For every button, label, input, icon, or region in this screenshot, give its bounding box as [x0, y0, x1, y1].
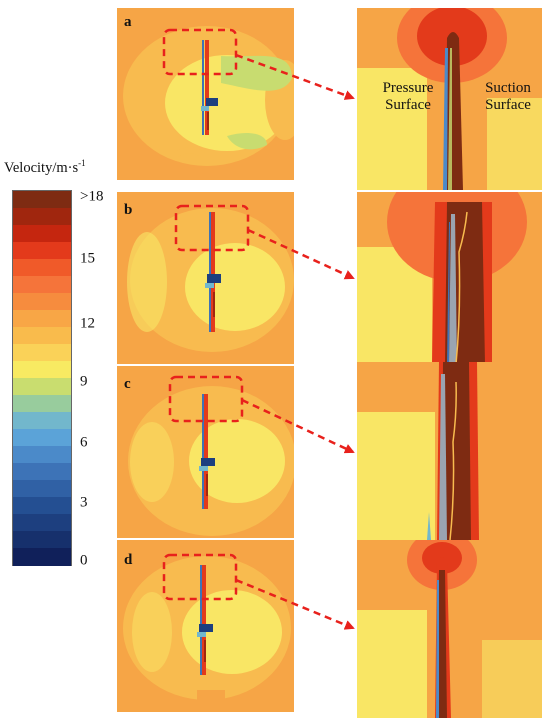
flowfield-panel-d: d	[117, 540, 294, 712]
colorbar-swatch	[13, 480, 71, 498]
colorbar-swatch	[13, 446, 71, 464]
panel-label-d: d	[124, 552, 133, 568]
colorbar-swatch	[13, 361, 71, 379]
colorbar-swatch	[13, 327, 71, 345]
zoom-panel-d	[357, 540, 542, 718]
colorbar-swatch	[13, 225, 71, 243]
colorbar-swatch	[13, 395, 71, 413]
tick-label-15: 15	[80, 250, 95, 267]
tick-label-0: 0	[80, 552, 88, 569]
colorbar-swatch	[13, 463, 71, 481]
velocity-colorbar	[12, 190, 72, 566]
colorbar-swatch	[13, 548, 71, 566]
panel-label-c: c	[124, 376, 131, 392]
colorbar-swatch	[13, 514, 71, 532]
tick-label-3: 3	[80, 494, 88, 511]
zoom-panel-b	[357, 192, 542, 364]
colorbar-swatch	[13, 378, 71, 396]
tick-label-18: >18	[80, 188, 104, 205]
legend-title: Velocity/m·s-1	[4, 158, 86, 176]
colorbar-swatch	[13, 531, 71, 549]
tick-label-6: 6	[80, 434, 88, 451]
zoom-panel-c	[357, 362, 542, 540]
colorbar-swatch	[13, 412, 71, 430]
flowfield-panel-b: b	[117, 192, 294, 364]
tick-label-9: 9	[80, 373, 88, 390]
colorbar-swatch	[13, 276, 71, 294]
colorbar-swatch	[13, 429, 71, 447]
flowfield-panel-a: a	[117, 8, 294, 180]
flowfield-panel-c: c	[117, 366, 294, 538]
suction-surface-label: Suction Surface	[485, 80, 531, 114]
pressure-surface-label: Pressure Surface	[382, 80, 434, 114]
colorbar-swatch	[13, 293, 71, 311]
colorbar-swatch	[13, 344, 71, 362]
panel-label-b: b	[124, 202, 133, 218]
panel-label-a: a	[124, 14, 132, 30]
colorbar-swatch	[13, 497, 71, 515]
colorbar-swatch	[13, 191, 71, 209]
colorbar-swatch	[13, 242, 71, 260]
colorbar-swatch	[13, 208, 71, 226]
colorbar-swatch	[13, 259, 71, 277]
tick-label-12: 12	[80, 315, 95, 332]
colorbar-swatch	[13, 310, 71, 328]
zoom-panel-a: Pressure Surface Suction Surface	[357, 8, 542, 190]
